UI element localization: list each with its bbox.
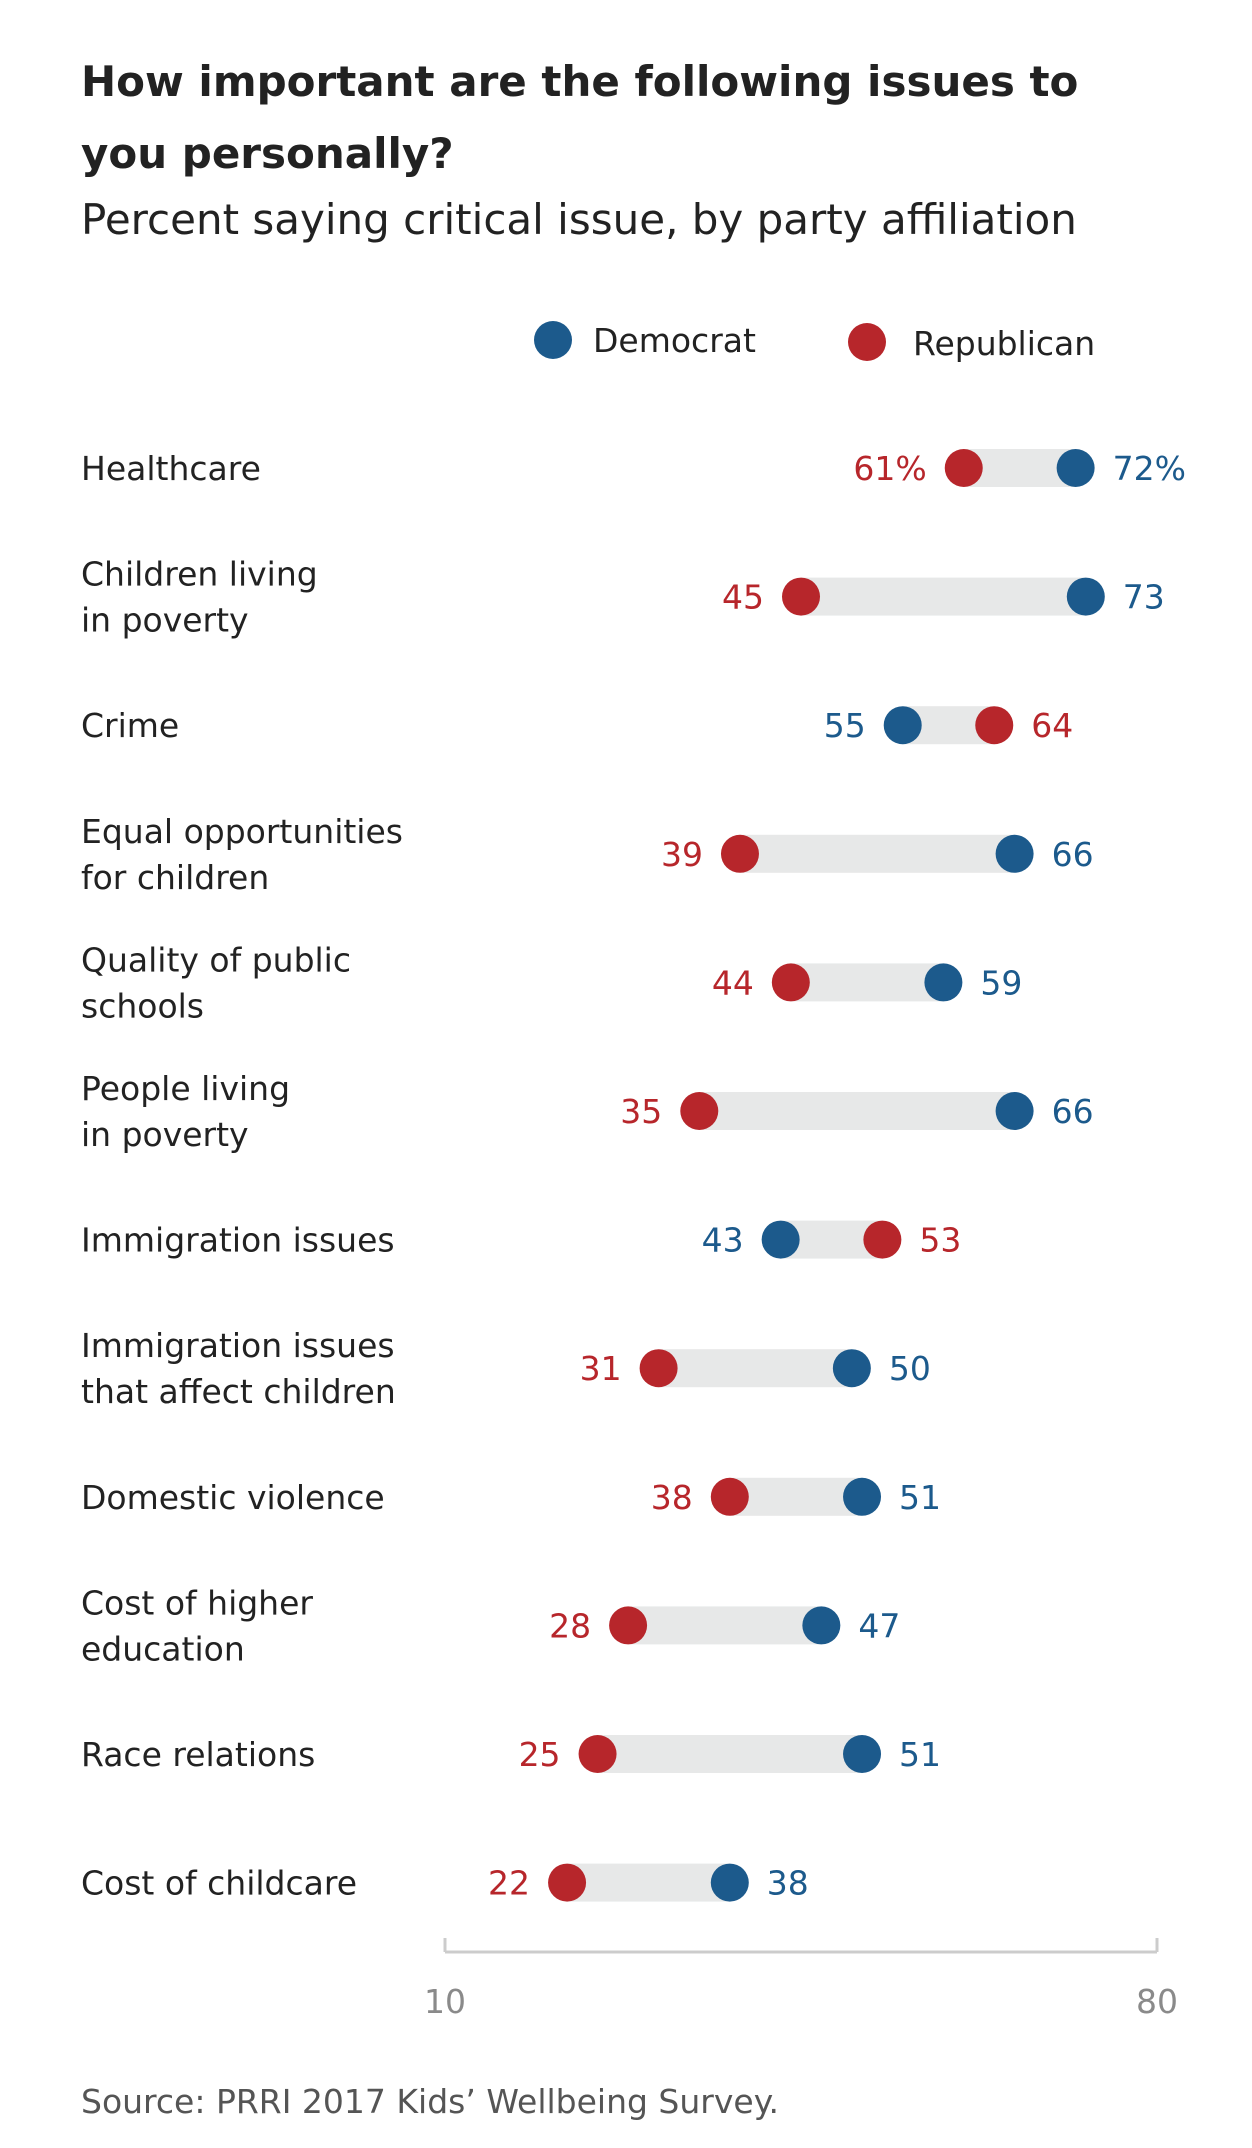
democrat-dot — [843, 1735, 882, 1773]
democrat-dot — [883, 706, 922, 745]
democrat-value-label: 47 — [858, 1606, 900, 1645]
category-label-line: education — [81, 1629, 245, 1668]
category-label-line: Healthcare — [81, 449, 261, 488]
category-label-line: schools — [81, 986, 204, 1025]
republican-dot — [609, 1606, 648, 1645]
democrat-dot — [1056, 449, 1095, 487]
category-label: Cost of childcare — [81, 1864, 357, 1903]
category-label: Immigration issues that affect children — [81, 1326, 396, 1411]
category-label: People living in poverty — [81, 1069, 290, 1154]
republican-value-label: 64 — [1031, 706, 1073, 745]
category-label-line: Domestic violence — [81, 1478, 385, 1517]
republican-dot — [975, 706, 1014, 745]
category-label: Domestic violence — [81, 1478, 385, 1517]
democrat-value-label: 43 — [702, 1221, 744, 1260]
connector-bar — [729, 1477, 863, 1516]
connector-bar — [801, 577, 1086, 616]
chart-title: How important are the following issues t… — [81, 57, 1079, 178]
legend-label-democrat: Democrat — [593, 321, 756, 360]
democrat-dot — [1066, 577, 1105, 616]
category-label: Immigration issues — [81, 1221, 395, 1260]
republican-dot — [680, 1092, 719, 1130]
democrat-dot — [995, 834, 1034, 873]
category-label-line: Cost of childcare — [81, 1864, 357, 1903]
democrat-value-label: 55 — [824, 706, 866, 745]
democrat-value-label: 73 — [1123, 578, 1165, 617]
category-label-line: that affect children — [81, 1372, 396, 1411]
connector-bar — [597, 1735, 863, 1773]
category-label-line: People living — [81, 1069, 290, 1108]
category-label-line: Children living — [81, 555, 318, 594]
republican-value-label: 53 — [919, 1221, 961, 1260]
republican-value-label: 45 — [722, 578, 764, 617]
republican-value-label: 25 — [519, 1735, 561, 1774]
source-note: Source: PRRI 2017 Kids’ Wellbeing Survey… — [81, 2082, 780, 2121]
democrat-value-label: 66 — [1052, 1092, 1094, 1131]
republican-dot — [771, 963, 810, 1002]
category-label: Quality of public schools — [81, 940, 351, 1025]
democrat-value-label: 66 — [1052, 835, 1094, 874]
category-label-line: Cost of higher — [81, 1583, 313, 1622]
democrat-value-label: 51 — [899, 1478, 941, 1517]
category-label-line: for children — [81, 858, 269, 897]
democrat-value-label: 59 — [980, 963, 1022, 1002]
legend-marker-republican — [848, 323, 886, 361]
democrat-dot — [710, 1863, 749, 1902]
x-axis-tick-label: 10 — [424, 1982, 466, 2021]
republican-value-label: 38 — [651, 1478, 693, 1517]
connector-bar — [790, 963, 944, 1002]
category-label-line: Equal opportunities — [81, 812, 403, 851]
category-label: Race relations — [81, 1735, 315, 1774]
connector-bar — [739, 834, 1015, 873]
category-label: Children living in poverty — [81, 555, 318, 640]
democrat-dot — [832, 1349, 871, 1388]
democrat-dot — [995, 1092, 1034, 1130]
category-label: Cost of higher education — [81, 1583, 313, 1668]
legend-label-republican: Republican — [913, 324, 1095, 363]
category-label: Healthcare — [81, 449, 261, 488]
democrat-dot — [802, 1606, 841, 1645]
republican-value-label: 61% — [853, 449, 926, 488]
republican-dot — [639, 1349, 678, 1388]
republican-dot — [782, 577, 820, 616]
democrat-value-label: 72% — [1113, 449, 1186, 488]
connector-bar — [699, 1092, 1015, 1130]
category-label-line: Immigration issues — [81, 1221, 395, 1260]
republican-dot — [944, 449, 983, 487]
category-label-line: Immigration issues — [81, 1326, 395, 1365]
democrat-value-label: 51 — [899, 1735, 941, 1774]
category-label: Equal opportunities for children — [81, 812, 403, 897]
democrat-value-label: 38 — [767, 1864, 809, 1903]
democrat-value-label: 50 — [889, 1349, 931, 1388]
connector-bar — [628, 1606, 822, 1645]
republican-value-label: 28 — [549, 1606, 591, 1645]
category-label-line: Crime — [81, 706, 179, 745]
category-label-line: in poverty — [81, 601, 249, 640]
republican-value-label: 44 — [712, 963, 754, 1002]
democrat-dot — [843, 1477, 882, 1516]
republican-value-label: 39 — [661, 835, 703, 874]
democrat-dot — [761, 1220, 800, 1259]
republican-dot — [710, 1477, 749, 1516]
republican-dot — [578, 1735, 617, 1773]
republican-dot — [548, 1863, 587, 1902]
legend-marker-democrat — [534, 321, 572, 359]
category-label-line: in poverty — [81, 1115, 249, 1154]
republican-dot — [863, 1220, 902, 1259]
republican-value-label: 22 — [488, 1864, 530, 1903]
connector-bar — [567, 1863, 730, 1902]
x-axis-tick-label: 80 — [1136, 1982, 1178, 2021]
category-label: Crime — [81, 706, 179, 745]
republican-value-label: 31 — [580, 1349, 622, 1388]
category-label-line: Race relations — [81, 1735, 315, 1774]
connector-bar — [658, 1349, 852, 1388]
republican-value-label: 35 — [620, 1092, 662, 1131]
chart-subtitle: Percent saying critical issue, by party … — [81, 195, 1077, 244]
democrat-dot — [924, 963, 963, 1002]
republican-dot — [720, 834, 759, 873]
category-label-line: Quality of public — [81, 940, 351, 979]
